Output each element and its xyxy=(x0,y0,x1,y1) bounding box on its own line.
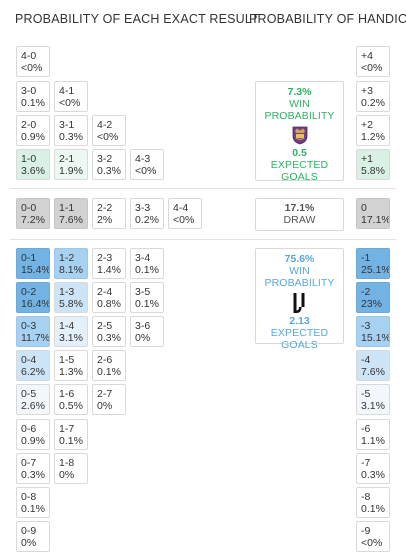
score-cell: 3-1 0.3% xyxy=(54,115,88,146)
handicap-cell: -9 <0% xyxy=(356,521,390,552)
handicap-cell: +2 1.2% xyxy=(356,115,390,146)
handicap-cell: +3 0.2% xyxy=(356,81,390,112)
score-cell: 1-7 0.1% xyxy=(54,419,88,450)
score-cell: 0-5 2.6% xyxy=(16,384,50,415)
score-cell: 3-2 0.3% xyxy=(92,149,126,180)
score-cell: 4-2 <0% xyxy=(92,115,126,146)
score-cell: 0-9 0% xyxy=(16,521,50,552)
handicap-cell: -3 15.1% xyxy=(356,316,390,347)
score-cell: 4-4 <0% xyxy=(168,198,202,229)
score-cell: 1-8 0% xyxy=(54,453,88,484)
handicap-cell: +1 5.8% xyxy=(356,149,390,180)
score-cell: 2-3 1.4% xyxy=(92,248,126,279)
home-win-probability: 7.3% xyxy=(287,86,312,98)
handicap-cell: +4 <0% xyxy=(356,46,390,77)
score-cell: 2-7 0% xyxy=(92,384,126,415)
score-cell: 0-1 15.4% xyxy=(16,248,50,279)
score-cell: 2-4 0.8% xyxy=(92,282,126,313)
score-cell: 1-1 7.6% xyxy=(54,198,88,229)
home-win-label: WIN PROBABILITY xyxy=(264,98,335,122)
score-cell: 2-5 0.3% xyxy=(92,316,126,347)
draw-probability: 17.1% xyxy=(284,202,315,214)
home-expected-goals: 0.5 xyxy=(292,147,307,159)
score-cell: 0-0 7.2% xyxy=(16,198,50,229)
draw-card: 17.1% DRAW xyxy=(255,198,344,231)
home-goals-label: EXPECTED GOALS xyxy=(270,159,329,183)
handicap-cell: -5 3.1% xyxy=(356,384,390,415)
away-expected-goals: 2.13 xyxy=(289,315,310,327)
score-cell: 3-4 0.1% xyxy=(130,248,164,279)
away-win-label: WIN PROBABILITY xyxy=(264,265,335,289)
handicap-cell: 0 17.1% xyxy=(356,198,390,229)
divider xyxy=(10,188,396,189)
score-cell: 4-3 <0% xyxy=(130,149,164,180)
score-cell: 0-2 16.4% xyxy=(16,282,50,313)
home-team-crest-icon xyxy=(292,126,307,145)
score-cell: 2-2 2% xyxy=(92,198,126,229)
score-cell: 0-6 0.9% xyxy=(16,419,50,450)
score-cell: 0-7 0.3% xyxy=(16,453,50,484)
score-cell: 1-5 1.3% xyxy=(54,350,88,381)
juventus-logo-icon xyxy=(293,293,304,313)
handicap-cell: -1 25.1% xyxy=(356,248,390,279)
away-win-probability: 75.6% xyxy=(284,253,315,265)
score-cell: 0-8 0.1% xyxy=(16,487,50,518)
handicap-cell: -4 7.6% xyxy=(356,350,390,381)
score-cell: 4-0 <0% xyxy=(16,46,50,77)
away-goals-label: EXPECTED GOALS xyxy=(270,327,329,351)
score-cell: 2-6 0.1% xyxy=(92,350,126,381)
score-cell: 4-1 <0% xyxy=(54,81,88,112)
handicap-cell: -6 1.1% xyxy=(356,419,390,450)
score-cell: 0-3 11.7% xyxy=(16,316,50,347)
score-cell: 2-0 0.9% xyxy=(16,115,50,146)
header-handicap: PROBABILITY OF HANDICAP xyxy=(249,12,406,26)
score-cell: 3-5 0.1% xyxy=(130,282,164,313)
score-cell: 2-1 1.9% xyxy=(54,149,88,180)
score-cell: 1-0 3.6% xyxy=(16,149,50,180)
home-team-card: 7.3% WIN PROBABILITY 0.5 EXPECTED GOALS xyxy=(255,81,344,183)
score-cell: 3-6 0% xyxy=(130,316,164,347)
divider xyxy=(10,239,396,240)
score-cell: 1-6 0.5% xyxy=(54,384,88,415)
handicap-cell: -2 23% xyxy=(356,282,390,313)
score-cell: 1-4 3.1% xyxy=(54,316,88,347)
handicap-cell: -8 0.1% xyxy=(356,487,390,518)
draw-label: DRAW xyxy=(283,214,316,226)
away-team-card: 75.6% WIN PROBABILITY 2.13 EXPECTED GOAL… xyxy=(255,248,344,351)
score-cell: 3-0 0.1% xyxy=(16,81,50,112)
header-exact-results: PROBABILITY OF EACH EXACT RESULT xyxy=(15,12,259,26)
score-cell: 0-4 6.2% xyxy=(16,350,50,381)
score-cell: 1-2 8.1% xyxy=(54,248,88,279)
score-cell: 1-3 5.8% xyxy=(54,282,88,313)
handicap-cell: -7 0.3% xyxy=(356,453,390,484)
score-cell: 3-3 0.2% xyxy=(130,198,164,229)
